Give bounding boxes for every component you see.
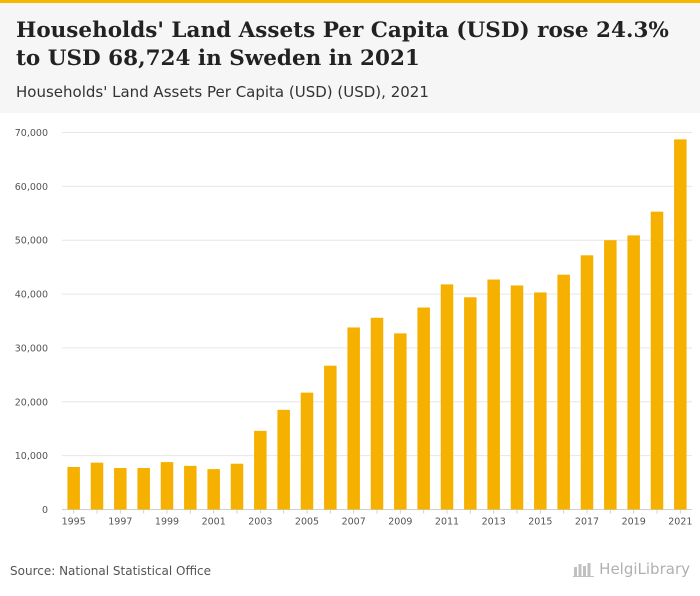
bar: [557, 274, 570, 510]
bar: [347, 327, 360, 510]
bar: [230, 463, 244, 510]
x-tick-label: 1995: [62, 517, 86, 528]
y-tick-label: 30,000: [15, 343, 48, 354]
source-note: Source: National Statistical Office: [10, 564, 212, 578]
bar: [650, 211, 664, 510]
chart-title: Households' Land Assets Per Capita (USD)…: [16, 18, 669, 71]
bar: [440, 284, 454, 510]
x-tick-label: 2003: [248, 517, 272, 528]
bar: [254, 430, 267, 510]
bar: [534, 292, 547, 510]
y-tick-label: 70,000: [15, 128, 48, 139]
bar: [580, 255, 594, 510]
bar: [160, 462, 174, 510]
x-tick-label: 2007: [342, 517, 366, 528]
bar: [417, 307, 430, 510]
y-tick-label: 40,000: [15, 290, 48, 301]
bar: [394, 333, 407, 510]
bar: [370, 317, 384, 510]
bar-chart: 0 10,000 20,000 30,000 40,000 50,000 60,000 70,…: [15, 128, 693, 528]
x-tick-label: 2013: [482, 517, 506, 528]
chart-subtitle: Households' Land Assets Per Capita (USD)…: [16, 83, 429, 101]
x-tick-label: 2015: [528, 517, 552, 528]
bar: [90, 462, 104, 510]
bar: [674, 139, 687, 510]
bar: [207, 469, 220, 510]
bar: [627, 235, 640, 510]
x-tick-label: 2019: [622, 517, 646, 528]
y-tick-label: 10,000: [15, 451, 48, 462]
bar: [604, 240, 617, 510]
x-tick-label: 2017: [575, 517, 599, 528]
chart-header: Households' Land Assets Per Capita (USD)…: [0, 3, 700, 113]
y-tick-label: 50,000: [15, 236, 48, 247]
x-tick-label: 2001: [202, 517, 226, 528]
bar: [510, 285, 524, 510]
bar: [300, 392, 314, 510]
top-accent-bar: [0, 0, 700, 3]
bar: [277, 409, 290, 510]
logo-text: HelgiLibrary: [599, 560, 690, 578]
y-tick-label: 0: [42, 505, 48, 516]
bar: [114, 468, 127, 510]
helgi-library-logo: HelgiLibrary: [573, 560, 690, 578]
x-tick-label: 2009: [388, 517, 412, 528]
bar: [184, 465, 197, 510]
bar: [137, 468, 150, 510]
library-icon: [573, 563, 595, 577]
bar: [464, 297, 477, 510]
x-tick-label: 2011: [435, 517, 459, 528]
x-tick-label: 2005: [295, 517, 319, 528]
bar: [487, 279, 500, 510]
bar: [67, 466, 80, 510]
x-tick-label: 1997: [108, 517, 132, 528]
bar: [324, 365, 337, 510]
x-tick-label: 1999: [155, 517, 179, 528]
y-tick-label: 20,000: [15, 397, 48, 408]
y-tick-label: 60,000: [15, 182, 48, 193]
x-tick-label: 2021: [668, 517, 692, 528]
